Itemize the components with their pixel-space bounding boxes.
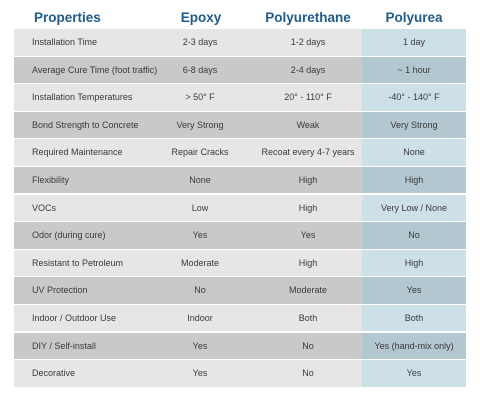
cell-epoxy: Repair Cracks bbox=[171, 147, 229, 158]
cell-polyurea: -40° - 140° F bbox=[362, 84, 466, 111]
table-row: DIY / Self-install Yes No Yes (hand-mix onl… bbox=[14, 332, 466, 360]
table-row: Decorative Yes No Yes bbox=[14, 360, 466, 387]
table-row: Bond Strength to Concrete Very Strong Weak… bbox=[14, 111, 466, 139]
cell-epoxy: None bbox=[189, 175, 211, 186]
cell-polyurea: 1 day bbox=[362, 29, 466, 56]
cell-property: Installation Temperatures bbox=[32, 92, 133, 103]
cell-polyurethane: High bbox=[298, 257, 318, 268]
cell-property: Bond Strength to Concrete bbox=[32, 119, 139, 130]
cell-epoxy: Low bbox=[191, 202, 209, 213]
cell-polyurea: None bbox=[362, 139, 466, 166]
cell-epoxy: No bbox=[194, 285, 206, 296]
cell-polyurethane: Moderate bbox=[288, 285, 328, 296]
header-polyurea: Polyurea bbox=[385, 10, 443, 25]
cell-epoxy: 2-3 days bbox=[182, 37, 218, 48]
cell-polyurea: Yes (hand-mix only) bbox=[362, 332, 466, 360]
cell-property: DIY / Self-install bbox=[32, 340, 96, 351]
table-row: Installation Temperatures > 50° F 20° - 11… bbox=[14, 84, 466, 111]
cell-property: Flexibility bbox=[32, 175, 70, 186]
cell-epoxy: Yes bbox=[192, 230, 208, 241]
cell-polyurea: Yes bbox=[362, 277, 466, 304]
cell-polyurea: No bbox=[362, 222, 466, 249]
cell-epoxy: Indoor bbox=[187, 313, 213, 324]
table-row: VOCs Low High Very Low / None bbox=[14, 194, 466, 222]
cell-epoxy: Yes bbox=[192, 340, 208, 351]
cell-polyurea: Yes bbox=[362, 360, 466, 387]
table-row: Average Cure Time (foot traffic) 6-8 days… bbox=[14, 56, 466, 84]
table-row: Odor (during cure) Yes Yes No bbox=[14, 222, 466, 249]
cell-polyurethane: Both bbox=[298, 313, 318, 324]
cell-property: VOCs bbox=[32, 202, 57, 213]
cell-polyurethane: 20° - 110° F bbox=[284, 92, 332, 103]
table-body: Installation Time 2-3 days 1-2 days 1 day Av… bbox=[14, 29, 466, 388]
cell-polyurethane: High bbox=[298, 202, 318, 213]
table-row: UV Protection No Moderate Yes bbox=[14, 277, 466, 304]
cell-polyurea: High bbox=[362, 249, 466, 277]
header-properties: Properties bbox=[34, 10, 101, 25]
cell-polyurea: High bbox=[362, 166, 466, 194]
cell-polyurethane: 1-2 days bbox=[290, 37, 326, 48]
table-row: Flexibility None High High bbox=[14, 166, 466, 194]
cell-property: Required Maintenance bbox=[32, 147, 123, 158]
table-header: Properties Epoxy Polyurethane Polyurea bbox=[0, 0, 480, 32]
cell-property: Installation Time bbox=[32, 37, 98, 48]
cell-polyurea: Very Low / None bbox=[362, 194, 466, 222]
cell-property: Decorative bbox=[32, 368, 76, 379]
cell-epoxy: 6-8 days bbox=[182, 64, 218, 75]
cell-polyurea: Very Strong bbox=[362, 111, 466, 139]
cell-polyurea: ~ 1 hour bbox=[362, 56, 466, 84]
cell-property: Average Cure Time (foot traffic) bbox=[32, 64, 158, 75]
cell-epoxy: > 50° F bbox=[185, 92, 215, 103]
header-polyurethane: Polyurethane bbox=[265, 10, 351, 25]
cell-epoxy: Yes bbox=[192, 368, 208, 379]
cell-polyurea: Both bbox=[362, 304, 466, 332]
header-epoxy: Epoxy bbox=[180, 10, 222, 25]
cell-polyurethane: No bbox=[302, 368, 314, 379]
table-row: Installation Time 2-3 days 1-2 days 1 day bbox=[14, 29, 466, 56]
cell-polyurethane: High bbox=[298, 175, 318, 186]
table-row: Required Maintenance Repair Cracks Recoat … bbox=[14, 139, 466, 166]
cell-polyurethane: 2-4 days bbox=[290, 64, 326, 75]
cell-polyurethane: Weak bbox=[296, 119, 320, 130]
cell-property: Resistant to Petroleum bbox=[32, 257, 124, 268]
cell-property: Indoor / Outdoor Use bbox=[32, 313, 117, 324]
cell-epoxy: Moderate bbox=[180, 257, 220, 268]
cell-polyurethane: Yes bbox=[300, 230, 316, 241]
cell-polyurethane: No bbox=[302, 340, 314, 351]
table-row: Indoor / Outdoor Use Indoor Both Both bbox=[14, 304, 466, 332]
cell-property: Odor (during cure) bbox=[32, 230, 106, 241]
cell-epoxy: Very Strong bbox=[176, 119, 224, 130]
cell-property: UV Protection bbox=[32, 285, 88, 296]
table-row: Resistant to Petroleum Moderate High High bbox=[14, 249, 466, 277]
cell-polyurethane: Recoat every 4-7 years bbox=[261, 147, 355, 158]
